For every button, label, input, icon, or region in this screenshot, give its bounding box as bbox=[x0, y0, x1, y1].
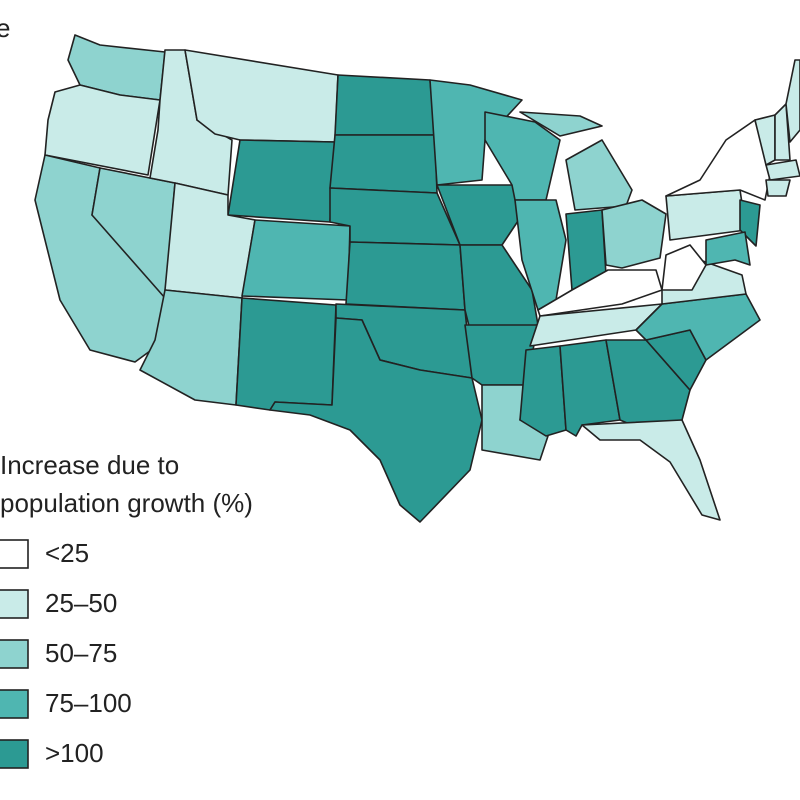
panel-label: e bbox=[0, 13, 10, 43]
state bbox=[565, 139, 633, 211]
legend: <25 25–50 50–75 75–100 >100 bbox=[0, 538, 132, 769]
legend-swatch bbox=[0, 589, 29, 619]
state bbox=[665, 119, 771, 201]
state bbox=[765, 159, 800, 181]
state bbox=[765, 179, 791, 197]
state bbox=[436, 184, 523, 246]
state bbox=[581, 419, 721, 521]
state bbox=[665, 189, 747, 241]
state bbox=[705, 231, 751, 266]
state bbox=[235, 297, 337, 411]
state bbox=[519, 111, 603, 137]
state bbox=[329, 187, 461, 246]
legend-swatch bbox=[0, 639, 29, 669]
state bbox=[661, 244, 707, 291]
legend-label: 25–50 bbox=[45, 588, 117, 618]
legend-label: 50–75 bbox=[45, 638, 117, 668]
state bbox=[184, 49, 339, 143]
state bbox=[269, 317, 483, 523]
legend-title: Increase due to bbox=[0, 450, 179, 480]
state bbox=[227, 139, 336, 223]
legend-swatch bbox=[0, 689, 29, 719]
legend-title: population growth (%) bbox=[0, 488, 253, 518]
state bbox=[785, 59, 800, 143]
legend-swatch bbox=[0, 739, 29, 769]
states bbox=[34, 34, 800, 523]
state bbox=[519, 345, 567, 437]
state bbox=[241, 219, 351, 301]
state bbox=[774, 103, 791, 161]
legend-label: >100 bbox=[45, 738, 104, 768]
state bbox=[329, 134, 438, 194]
state bbox=[334, 74, 436, 136]
legend-label: <25 bbox=[45, 538, 89, 568]
legend-label: 75–100 bbox=[45, 688, 132, 718]
legend-swatch bbox=[0, 539, 29, 569]
state bbox=[44, 84, 161, 176]
state bbox=[601, 199, 667, 269]
state bbox=[345, 241, 466, 311]
